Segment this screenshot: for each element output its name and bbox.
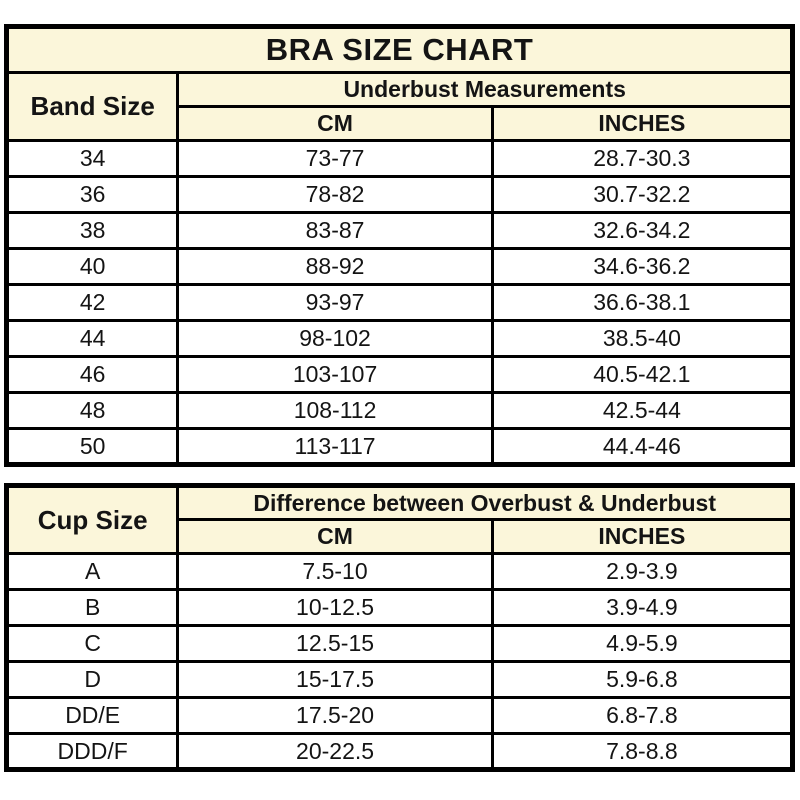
size-cell: 44 [4,319,180,358]
table-row: 34 73-77 28.7-30.3 [4,139,795,178]
size-cell: 50 [4,427,180,466]
difference-group-header: Difference between Overbust & Underbust [176,484,794,521]
cm-cell: 15-17.5 [176,660,494,699]
inches-cell: 6.8-7.8 [490,696,795,735]
inches-cell: 42.5-44 [490,391,795,430]
band-size-corner-header: Band Size [4,71,180,142]
inches-cell: 5.9-6.8 [490,660,795,699]
size-cell: 42 [4,283,180,322]
page-title: BRA SIZE CHART [5,25,794,74]
cup-table-header: Cup Size Difference between Overbust & U… [4,484,795,555]
column-header-row: CM INCHES [7,518,795,555]
table-row: 38 83-87 32.6-34.2 [4,211,795,250]
cm-cell: 108-112 [176,391,494,430]
cup-size-corner-header: Cup Size [4,484,180,555]
cm-cell: 73-77 [176,139,494,178]
cm-cell: 98-102 [176,319,494,358]
cm-cell: 12.5-15 [176,624,494,663]
cm-cell: 103-107 [176,355,494,394]
group-header-row: Cup Size Difference between Overbust & U… [4,484,794,555]
cm-cell: 113-117 [176,427,494,466]
table-row: 48 108-112 42.5-44 [4,391,795,430]
inches-cell: 7.8-8.8 [490,732,795,771]
inches-column-header: INCHES [490,105,795,142]
size-cell: DDD/F [4,732,180,771]
inches-cell: 34.6-36.2 [490,247,795,286]
cm-column-header: CM [176,518,494,555]
cup-table-body: A 7.5-10 2.9-3.9 B 10-12.5 3.9-4.9 C 12.5-15 4.9… [4,552,795,771]
size-cell: DD/E [4,696,180,735]
inches-column-header: INCHES [490,518,795,555]
underbust-group-header: Underbust Measurements [176,71,794,108]
inches-cell: 2.9-3.9 [490,552,795,591]
table-row: B 10-12.5 3.9-4.9 [4,588,795,627]
table-row: 44 98-102 38.5-40 [4,319,795,358]
inches-cell: 40.5-42.1 [490,355,795,394]
band-size-table: BRA SIZE CHART Band Size Underbust Measu… [4,24,795,467]
size-cell: D [4,660,180,699]
table-row: 46 103-107 40.5-42.1 [4,355,795,394]
cm-cell: 88-92 [176,247,494,286]
cm-cell: 10-12.5 [176,588,494,627]
size-cell: 46 [4,355,180,394]
band-table-header: BRA SIZE CHART Band Size Underbust Measu… [4,25,795,142]
cup-size-table: Cup Size Difference between Overbust & U… [4,483,795,772]
cm-cell: 20-22.5 [176,732,494,771]
size-cell: 48 [4,391,180,430]
band-table-body: 34 73-77 28.7-30.3 36 78-82 30.7-32.2 38 83-87 3… [4,139,795,466]
table-row: C 12.5-15 4.9-5.9 [4,624,795,663]
cm-cell: 17.5-20 [176,696,494,735]
inches-cell: 3.9-4.9 [490,588,795,627]
inches-cell: 44.4-46 [490,427,795,466]
title-row: BRA SIZE CHART [5,25,794,74]
table-row: 36 78-82 30.7-32.2 [4,175,795,214]
table-row: 42 93-97 36.6-38.1 [4,283,795,322]
cm-column-header: CM [176,105,494,142]
size-cell: 34 [4,139,180,178]
size-cell: 40 [4,247,180,286]
cm-cell: 93-97 [176,283,494,322]
inches-cell: 38.5-40 [490,319,795,358]
cm-cell: 78-82 [176,175,494,214]
size-cell: A [4,552,180,591]
size-cell: 38 [4,211,180,250]
cm-cell: 7.5-10 [176,552,494,591]
size-cell: B [4,588,180,627]
table-row: 40 88-92 34.6-36.2 [4,247,795,286]
inches-cell: 4.9-5.9 [490,624,795,663]
inches-cell: 28.7-30.3 [490,139,795,178]
table-row: D 15-17.5 5.9-6.8 [4,660,795,699]
cm-cell: 83-87 [176,211,494,250]
table-row: DD/E 17.5-20 6.8-7.8 [4,696,795,735]
inches-cell: 36.6-38.1 [490,283,795,322]
table-row: 50 113-117 44.4-46 [4,427,795,466]
bra-size-chart-page: BRA SIZE CHART Band Size Underbust Measu… [4,24,795,772]
group-header-row: Band Size Underbust Measurements [4,71,794,142]
table-row: DDD/F 20-22.5 7.8-8.8 [4,732,795,771]
inches-cell: 32.6-34.2 [490,211,795,250]
table-row: A 7.5-10 2.9-3.9 [4,552,795,591]
inches-cell: 30.7-32.2 [490,175,795,214]
size-cell: C [4,624,180,663]
column-header-row: CM INCHES [7,105,795,142]
size-cell: 36 [4,175,180,214]
